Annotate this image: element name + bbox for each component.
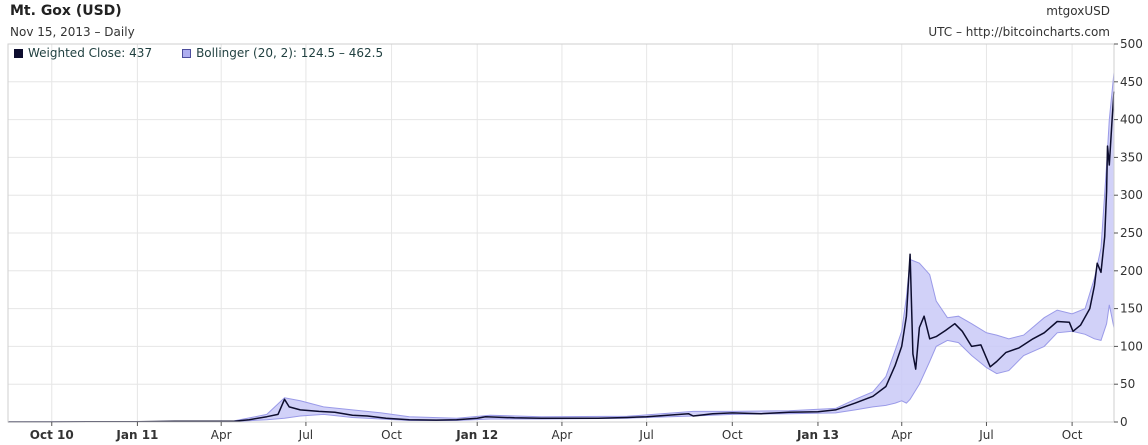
x-tick-label: Oct (722, 428, 743, 442)
y-axis: 0 50 100 150 200 250 300 350 400 450 500 (1114, 37, 1143, 429)
symbol-label: mtgoxUSD (1046, 4, 1110, 18)
legend-item-close: Weighted Close: 437 (14, 46, 152, 60)
y-tick-label: 350 (1120, 150, 1143, 164)
legend-label-bollinger: Bollinger (20, 2): 124.5 – 462.5 (196, 46, 384, 60)
bollinger-band-area (8, 72, 1114, 423)
x-tick-label: Apr (552, 428, 573, 442)
y-tick-label: 300 (1120, 188, 1143, 202)
bollinger-lower-line (7, 304, 1115, 423)
legend-label-close: Weighted Close: 437 (28, 46, 153, 60)
x-tick-label: Apr (211, 428, 232, 442)
x-tick-label: Oct (381, 428, 402, 442)
legend-item-bollinger: Bollinger (20, 2): 124.5 – 462.5 (182, 46, 383, 60)
x-tick-label: Apr (891, 428, 912, 442)
weighted-close-line (8, 91, 1115, 423)
y-tick-label: 100 (1120, 339, 1143, 353)
x-tick-label: Jul (298, 428, 313, 442)
y-tick-label: 150 (1120, 302, 1143, 316)
y-tick-label: 0 (1120, 415, 1128, 429)
bollinger-upper-line (7, 72, 1115, 423)
x-tick-label: Jul (978, 428, 993, 442)
legend: Weighted Close: 437 Bollinger (20, 2): 1… (14, 46, 383, 60)
y-tick-label: 500 (1120, 37, 1143, 51)
x-tick-label: Jul (638, 428, 653, 442)
chart-title: Mt. Gox (USD) (10, 3, 122, 19)
legend-swatch-close (14, 48, 23, 58)
x-axis: Oct 10 Jan 11 Apr Jul Oct Jan 12 Apr Jul Oct Jan … (30, 422, 1083, 442)
y-tick-label: 50 (1120, 377, 1135, 391)
legend-swatch-bollinger (182, 48, 192, 58)
x-tick-label: Jan 13 (796, 428, 839, 442)
source-label: UTC – http://bitcoincharts.com (928, 25, 1110, 39)
y-tick-label: 250 (1120, 226, 1143, 240)
x-tick-label: Jan 11 (115, 428, 158, 442)
x-tick-label: Jan 12 (455, 428, 498, 442)
x-tick-label: Oct (1062, 428, 1083, 442)
y-tick-label: 400 (1120, 113, 1143, 127)
chart-subtitle: Nov 15, 2013 – Daily (10, 25, 135, 39)
x-tick-label: Oct 10 (30, 428, 74, 442)
y-tick-label: 450 (1120, 75, 1143, 89)
grid-lines (8, 43, 1114, 423)
y-tick-label: 200 (1120, 264, 1143, 278)
